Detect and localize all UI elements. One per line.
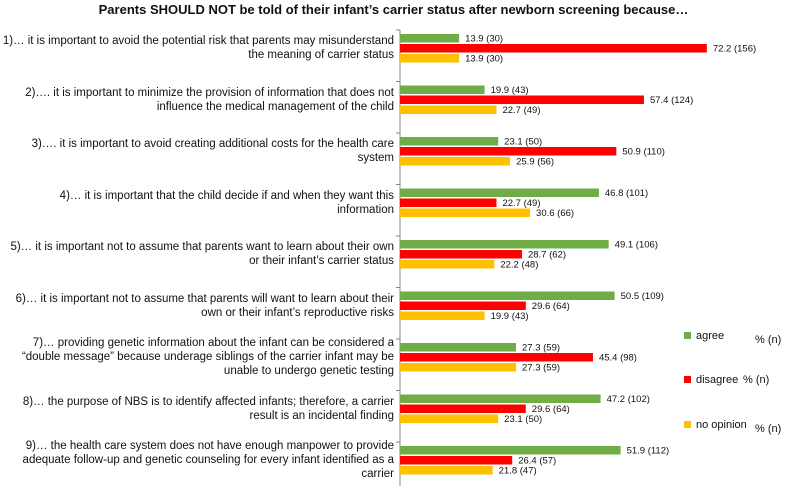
legend-unit: % (n): [743, 374, 769, 386]
bar-agree-3: [400, 137, 499, 146]
bar-no-opinion-6: [400, 311, 485, 320]
bar-disagree-3: [400, 147, 617, 156]
bar-agree-8: [400, 394, 601, 403]
bar-no-opinion-2: [400, 105, 497, 114]
category-label-3: 3)…. it is important to avoid creating a…: [31, 138, 394, 164]
bar-no-opinion-3: [400, 157, 511, 166]
data-label: 19.9 (43): [491, 85, 529, 96]
bar-agree-2: [400, 85, 485, 94]
legend-label-disagree: disagree: [696, 374, 738, 386]
bar-no-opinion-1: [400, 54, 460, 63]
data-label: 45.4 (98): [599, 353, 637, 364]
bar-disagree-5: [400, 250, 522, 259]
category-label-6: 6)… it is important not to assume that p…: [15, 292, 394, 319]
data-label: 50.9 (110): [622, 147, 665, 158]
legend-unit: % (n): [755, 423, 781, 435]
bar-no-opinion-8: [400, 414, 499, 423]
bar-disagree-6: [400, 301, 526, 310]
category-label-9: 9)… the health care system does not have…: [22, 440, 394, 480]
bar-agree-9: [400, 446, 621, 455]
bar-disagree-4: [400, 198, 497, 207]
legend-label-agree: agree: [696, 330, 724, 342]
data-label: 29.6 (64): [532, 404, 570, 415]
chart-title: Parents SHOULD NOT be told of their infa…: [98, 2, 689, 17]
data-label: 49.1 (106): [615, 240, 658, 251]
category-label-7: 7)… providing genetic information about …: [21, 337, 394, 377]
data-label: 21.8 (47): [499, 466, 537, 477]
bar-agree-1: [400, 34, 460, 43]
bar-agree-6: [400, 291, 615, 300]
data-label: 50.5 (109): [621, 291, 664, 302]
data-label: 27.3 (59): [522, 343, 560, 354]
data-label: 57.4 (124): [650, 95, 693, 106]
data-label: 51.9 (112): [627, 446, 670, 457]
legend-swatch-agree: [684, 332, 691, 339]
data-label: 13.9 (30): [465, 34, 503, 45]
legend-unit: % (n): [755, 334, 781, 346]
bar-disagree-8: [400, 404, 526, 413]
bar-disagree-1: [400, 44, 707, 53]
bar-agree-4: [400, 188, 599, 197]
data-label: 47.2 (102): [607, 394, 650, 405]
data-label: 23.1 (50): [504, 137, 542, 148]
category-label-4: 4)… it is important that the child decid…: [59, 189, 394, 216]
bar-no-opinion-5: [400, 260, 495, 269]
legend-swatch-disagree: [684, 376, 691, 383]
bar-no-opinion-7: [400, 363, 517, 372]
category-label-5: 5)… it is important not to assume that p…: [10, 241, 394, 267]
data-label: 22.7 (49): [502, 198, 540, 209]
data-label: 29.6 (64): [532, 301, 570, 312]
data-label: 13.9 (30): [465, 54, 503, 65]
data-label: 22.2 (48): [500, 260, 538, 271]
data-label: 22.7 (49): [502, 105, 540, 116]
data-label: 19.9 (43): [491, 311, 529, 322]
data-label: 27.3 (59): [522, 363, 560, 374]
bar-no-opinion-9: [400, 466, 493, 475]
bar-disagree-9: [400, 456, 513, 465]
legend-swatch-no-opinion: [684, 421, 691, 428]
data-label: 72.2 (156): [713, 44, 756, 55]
bar-disagree-7: [400, 353, 593, 362]
category-label-1: 1)… it is important to avoid the potenti…: [2, 35, 394, 61]
data-label: 28.7 (62): [528, 250, 566, 261]
bar-disagree-2: [400, 95, 644, 104]
category-label-2: 2)…. it is important to minimize the pro…: [25, 86, 394, 113]
legend-label-no-opinion: no opinion: [696, 419, 747, 431]
category-label-8: 8)… the purpose of NBS is to identify af…: [22, 395, 394, 422]
data-label: 23.1 (50): [504, 414, 542, 425]
data-label: 46.8 (101): [605, 188, 648, 199]
data-label: 26.4 (57): [518, 456, 556, 467]
data-label: 30.6 (66): [536, 208, 574, 219]
bar-agree-5: [400, 240, 609, 249]
data-label: 25.9 (56): [516, 157, 554, 168]
bar-no-opinion-4: [400, 208, 531, 217]
bar-agree-7: [400, 343, 517, 352]
